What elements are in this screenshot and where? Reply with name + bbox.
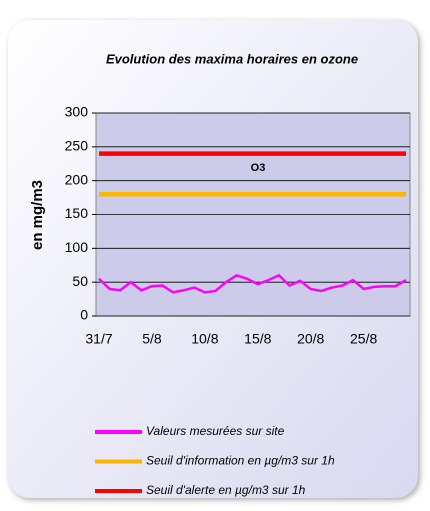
y-axis-label: en mg/m3 <box>29 180 46 250</box>
y-tick-label: 250 <box>65 138 89 154</box>
x-tick-label: 25/8 <box>350 331 377 347</box>
y-tick-label: 150 <box>65 205 89 221</box>
x-tick-label: 5/8 <box>142 331 162 347</box>
chart-title: Evolution des maxima horaires en ozone <box>106 51 358 66</box>
x-tick-label: 15/8 <box>244 331 271 347</box>
y-tick-label: 100 <box>65 239 89 255</box>
legend-label: Seuil d'information en µg/m3 sur 1h <box>146 454 335 468</box>
y-tick-label: 200 <box>65 171 89 187</box>
annotation: O3 <box>251 162 266 174</box>
legend-label: Seuil d'alerte en µg/m3 sur 1h <box>146 483 306 497</box>
series-line <box>98 273 407 294</box>
y-tick-label: 50 <box>72 273 88 289</box>
y-tick-label: 0 <box>80 307 88 323</box>
y-tick-label: 300 <box>65 104 89 120</box>
x-tick-label: 10/8 <box>191 331 218 347</box>
x-tick-label: 31/7 <box>85 331 112 347</box>
x-tick-label: 20/8 <box>297 331 324 347</box>
legend-label: Valeurs mesurées sur site <box>146 424 285 438</box>
